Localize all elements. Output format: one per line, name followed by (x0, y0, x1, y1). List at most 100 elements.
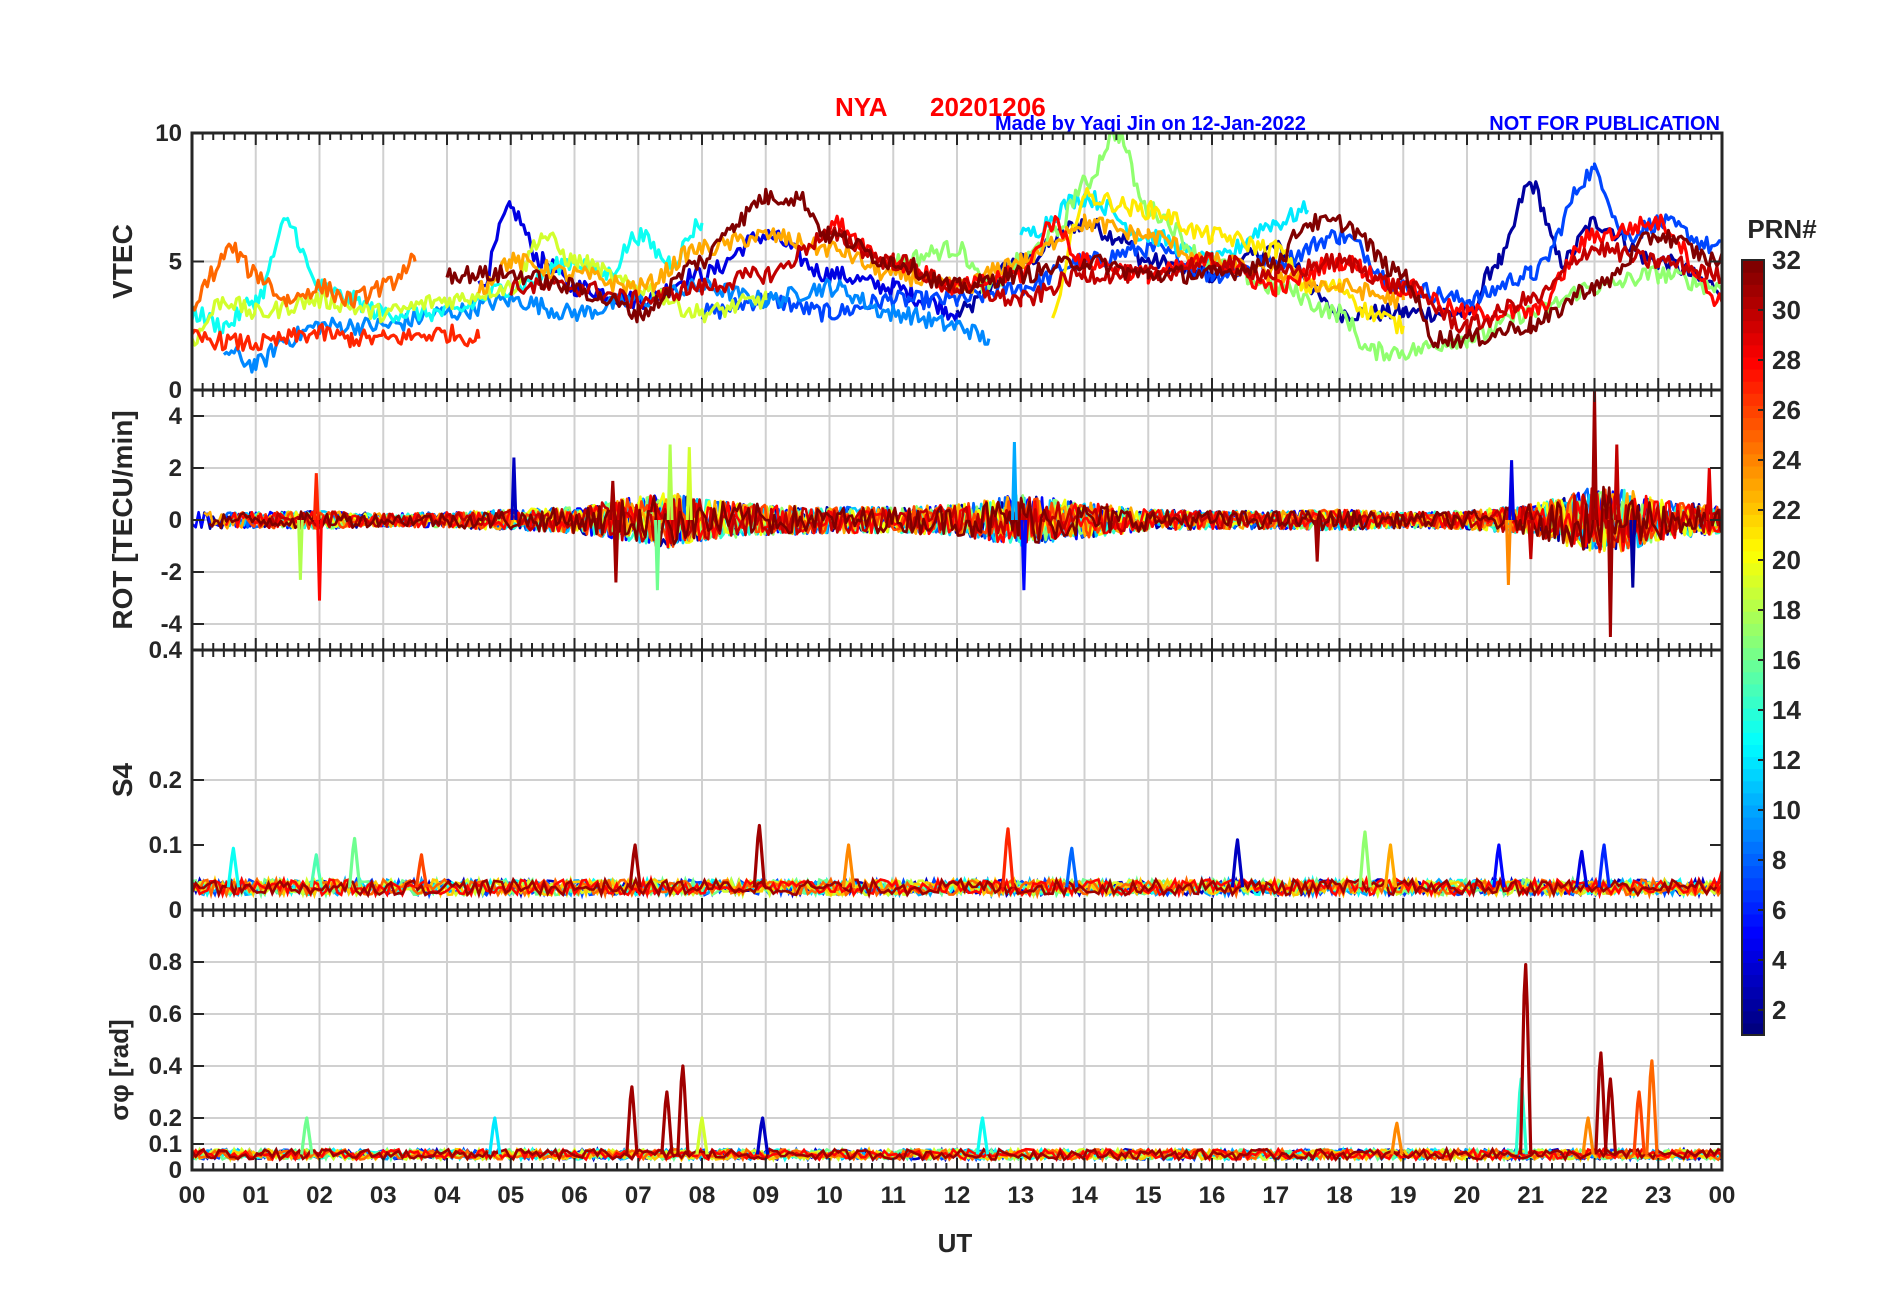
colorbar-segment (1742, 829, 1764, 842)
colorbar-segment (1742, 562, 1764, 576)
colorbar-segment (1742, 296, 1764, 310)
sigphi-spike-prn-3 (755, 1116, 770, 1155)
x-tick-labels: 00 01 02 03 04 05 06 07 08 09 10 11 12 13 14 15 16 17 18 19… (179, 1182, 1736, 1209)
x-tick-label: 03 (370, 1182, 397, 1209)
colorbar-segment (1742, 405, 1764, 419)
colorbar-segment (1742, 744, 1764, 758)
colorbar-segment (1742, 647, 1764, 661)
colorbar-segment (1742, 986, 1764, 1000)
s4-spike-prn-31 (752, 823, 767, 888)
colorbar-tick-label: 12 (1772, 745, 1801, 775)
x-axis: 00 01 02 03 04 05 06 07 08 09 10 11 12 13 14 15 16 17 18 19… (179, 1182, 1736, 1258)
x-tick-label: 10 (816, 1182, 843, 1209)
colorbar-segment (1742, 865, 1764, 879)
panel-rot: -4 -2 0 2 4 ROT [TECU/min] (107, 388, 1724, 652)
panel-sigphi-ytick-label: 0.2 (149, 1105, 182, 1132)
panel-rot-ytick-label: -4 (161, 611, 183, 638)
colorbar-segment (1742, 913, 1764, 927)
colorbar-segment (1742, 635, 1764, 649)
x-tick-label: 21 (1517, 1182, 1544, 1209)
s4-spike-prn-26 (414, 853, 429, 888)
colorbar-segment (1742, 272, 1764, 285)
colorbar-segment (1742, 901, 1764, 915)
colorbar-segment (1742, 1022, 1764, 1036)
x-tick-label: 22 (1581, 1182, 1608, 1209)
colorbar-segment (1742, 441, 1764, 455)
colorbar-segment (1742, 599, 1764, 612)
colorbar-segment (1742, 974, 1764, 988)
x-tick-label: 19 (1390, 1182, 1417, 1209)
s4-spike-prn-6 (1597, 843, 1611, 888)
panel-vtec-ytick-label: 0 (169, 377, 182, 404)
colorbar-segment (1742, 586, 1764, 600)
rot-spike-prn-24 (1505, 519, 1512, 586)
vtec-series-prn-17 (891, 133, 1722, 362)
colorbar-segment (1742, 320, 1764, 334)
sigphi-spike-prn-31 (676, 1064, 690, 1155)
s4-spike-prn-16 (347, 836, 362, 888)
colorbar-segment (1742, 998, 1764, 1012)
colorbar-segment (1742, 574, 1764, 588)
panel-rot-ytick-label: -2 (161, 559, 182, 586)
colorbar-frame (1741, 259, 1765, 1036)
colorbar-segment (1742, 429, 1764, 443)
panel-sigphi-ytick-label: 0 (169, 1157, 182, 1184)
rot-spike-prn-29 (1705, 467, 1713, 521)
colorbar-segment (1742, 792, 1764, 806)
s4-spike-prn-5 (1492, 843, 1506, 888)
colorbar-segment (1742, 356, 1764, 370)
colorbar-segment (1742, 695, 1764, 709)
colorbar-label: PRN# (1747, 214, 1817, 244)
s4-spike-prn-15 (309, 853, 323, 888)
vtec-series-prn-7 (700, 162, 1722, 323)
panel-sigphi: 00.10.2 0.4 0.6 0.8 σφ [rad] (104, 908, 1724, 1184)
colorbar-segment (1742, 1010, 1764, 1024)
colorbar-segment (1742, 768, 1764, 782)
colorbar-tick-label: 22 (1772, 495, 1801, 525)
credit-text: Made by Yaqi Jin on 12-Jan-2022 (995, 113, 1306, 135)
colorbar-tick-label: 16 (1772, 645, 1801, 675)
rot-spike-prn-31 (1607, 519, 1614, 638)
rot-spike-prn-4 (1508, 460, 1515, 521)
x-tick-label: 02 (306, 1182, 333, 1209)
x-tick-label: 16 (1199, 1182, 1226, 1209)
colorbar-segment (1742, 889, 1764, 903)
panel-s4-data (192, 823, 1722, 900)
colorbar-segment (1742, 683, 1764, 697)
x-tick-label: 01 (242, 1182, 269, 1209)
colorbar-segment (1742, 538, 1764, 552)
colorbar-segment (1742, 877, 1764, 891)
colorbar-segment (1742, 453, 1764, 467)
colorbar-tick-label: 32 (1772, 245, 1801, 275)
panel-s4: 0 0.1 0.2 0.4 S4 (107, 637, 1724, 924)
panel-sigphi-ylabel: σφ [rad] (104, 1019, 134, 1120)
colorbar-segment (1742, 526, 1764, 540)
x-axis-label: UT (938, 1228, 973, 1258)
colorbar-tick-label: 2 (1772, 995, 1786, 1025)
colorbar-segment (1742, 623, 1764, 636)
s4-spike-prn-4 (1575, 849, 1589, 888)
x-tick-label: 13 (1007, 1182, 1034, 1209)
sigphi-spike-prn-31 (1519, 963, 1533, 1155)
colorbar-segment (1742, 502, 1764, 515)
panel-rot-ytick-label: 4 (169, 403, 183, 430)
colorbar-segment (1742, 950, 1764, 963)
panel-s4-ylabel: S4 (107, 762, 138, 797)
rot-spike-prn-31 (609, 480, 617, 521)
rot-spike-prn-31 (612, 519, 620, 583)
x-tick-label: 23 (1645, 1182, 1672, 1209)
sigphi-series-prn-31 (192, 1145, 1722, 1163)
colorbar-tick-label: 26 (1772, 395, 1801, 425)
s4-spike-prn-28 (1715, 869, 1722, 888)
x-tick-label: 18 (1326, 1182, 1353, 1209)
sigphi-spike-prn-26 (1632, 1090, 1646, 1155)
colorbar-tick-label: 18 (1772, 595, 1801, 625)
s4-series-prn-31 (192, 876, 1722, 899)
panel-s4-ytick-label: 0.2 (149, 767, 182, 794)
sigphi-spike-prn-12 (488, 1116, 502, 1155)
colorbar-segment (1742, 393, 1764, 406)
panel-sigphi-ytick-label: 0.1 (149, 1131, 182, 1158)
s4-spike-prn-13 (226, 846, 241, 888)
panel-sigphi-ytick-label: 0.8 (149, 949, 182, 976)
